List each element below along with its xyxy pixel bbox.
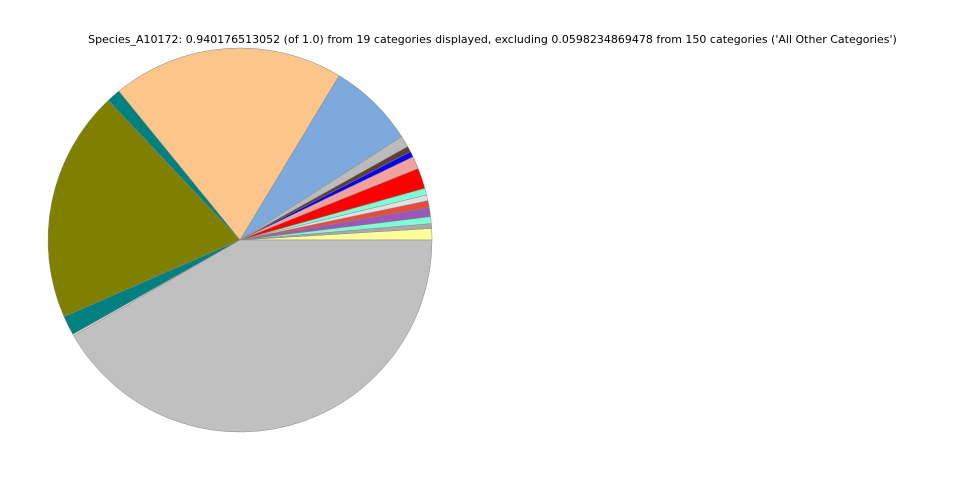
pie-slice-14 — [118, 47, 340, 241]
chart-title: Species_A10172: 0.940176513052 (of 1.0) … — [88, 33, 897, 46]
pie-slices — [47, 47, 433, 433]
pie-slice-16 — [47, 100, 241, 318]
pie-slice-19 — [73, 239, 433, 433]
